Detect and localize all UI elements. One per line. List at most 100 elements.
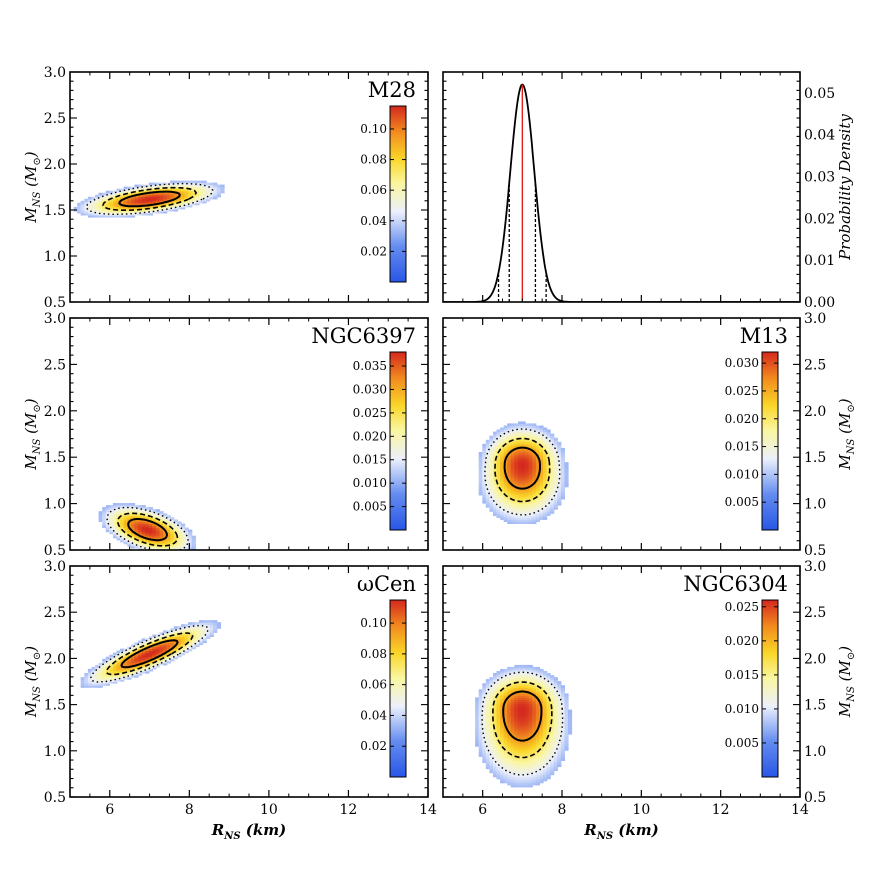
- x-tick-label: 6: [105, 802, 114, 818]
- x-tick-label: 12: [340, 802, 358, 818]
- mass-axis-label: MNS (M⊙): [22, 646, 43, 718]
- colorbar-tick-label: 0.005: [725, 736, 759, 750]
- y-tick-label: 2.5: [44, 605, 66, 621]
- x-tick-label: 10: [260, 802, 278, 818]
- y-tick-label: 1.5: [44, 203, 66, 219]
- y-tick-label: 0.5: [44, 295, 66, 311]
- y-tick-label: 0.04: [804, 128, 835, 144]
- colorbar-tick-label: 0.020: [353, 429, 387, 443]
- y-tick-label: 1.0: [44, 249, 66, 265]
- ticks: [442, 71, 801, 303]
- colorbar-gradient: [389, 599, 407, 778]
- colorbar-tick-label: 0.015: [725, 668, 759, 682]
- contour-1: [503, 446, 541, 490]
- colorbar-tick-label: 0.02: [360, 739, 387, 753]
- y-tick-label: 2.0: [44, 651, 66, 667]
- contour-1: [127, 518, 168, 542]
- mass-axis-label: MNS (M⊙): [836, 398, 857, 470]
- colorbar-tick-label: 0.06: [360, 183, 387, 197]
- panel-title: NGC6304: [683, 572, 788, 596]
- x-axis-label: RNS (km): [211, 821, 287, 842]
- y-tick-label: 2.5: [44, 111, 66, 127]
- colorbar-tick-label: 0.030: [353, 382, 387, 396]
- colorbar: 0.005 0.010 0.015 0.020 0.025 0.030 0.035: [353, 351, 407, 531]
- colorbar-tick-label: 0.010: [725, 467, 759, 481]
- contour-3: [481, 671, 564, 776]
- mass-axis-label: MNS (M⊙): [22, 151, 43, 223]
- ticks: [69, 565, 429, 798]
- colorbar-tick-label: 0.030: [725, 356, 759, 370]
- plot-area: [80, 620, 221, 688]
- x-tick-label: 8: [558, 802, 567, 818]
- mass-axis-label: MNS (M⊙): [836, 646, 857, 718]
- y-tick-label: 2.0: [44, 404, 66, 420]
- contour-1: [120, 639, 179, 669]
- y-tick-label: 1.5: [804, 698, 826, 714]
- colorbar-gradient: [761, 599, 779, 778]
- y-tick-label: 1.0: [44, 744, 66, 760]
- colorbar-tick-label: 0.020: [725, 412, 759, 426]
- x-tick-label: 14: [791, 802, 809, 818]
- y-tick-label: 3.0: [44, 559, 66, 575]
- y-tick-label: 2.5: [804, 605, 826, 621]
- colorbar: 0.005 0.010 0.015 0.020 0.025 0.030: [725, 351, 779, 531]
- density-axis-label: Probability Density: [836, 114, 854, 261]
- y-tick-label: 0.03: [804, 170, 835, 186]
- y-tick-label: 0.02: [804, 211, 835, 227]
- colorbar-tick-label: 0.10: [360, 122, 387, 136]
- plot-area: [443, 83, 800, 302]
- colorbar-tick-label: 0.08: [360, 153, 387, 167]
- x-tick-label: 14: [419, 802, 437, 818]
- panel-omega-Cen: 0.5 1.0 1.5 2.0 2.5 3.0 6 8 10 12 14 MNS (M⊙) RNS (k…: [22, 559, 437, 842]
- plot-area: [478, 421, 569, 524]
- y-tick-label: 2.0: [44, 157, 66, 173]
- x-axis-label: RNS (km): [583, 821, 659, 842]
- density-map: [478, 421, 569, 524]
- ticks: [442, 565, 801, 798]
- ticks: [442, 317, 801, 551]
- panel-title: M28: [368, 78, 416, 102]
- colorbar: 0.02 0.04 0.06 0.08 0.10: [360, 599, 407, 778]
- colorbar-tick-label: 0.035: [353, 359, 387, 373]
- plot-area: [98, 503, 196, 550]
- colorbar-tick-label: 0.005: [725, 495, 759, 509]
- pdf-curve: [443, 83, 800, 302]
- colorbar-tick-label: 0.04: [360, 214, 387, 228]
- colorbar-tick-label: 0.025: [725, 600, 759, 614]
- plot-area: [475, 664, 573, 788]
- y-tick-label: 1.5: [804, 450, 826, 466]
- colorbar-tick-label: 0.010: [725, 702, 759, 716]
- mass-axis-label: MNS (M⊙): [22, 398, 43, 470]
- y-tick-label: 0.5: [804, 543, 826, 559]
- density-map: [98, 503, 196, 550]
- colorbar-gradient: [389, 105, 407, 283]
- colorbar: 0.02 0.04 0.06 0.08 0.10: [360, 105, 407, 283]
- y-tick-label: 1.5: [44, 698, 66, 714]
- colorbar-tick-label: 0.005: [353, 500, 387, 514]
- x-tick-label: 6: [478, 802, 487, 818]
- y-tick-label: 0.01: [804, 253, 835, 269]
- colorbar-gradient: [389, 351, 407, 531]
- y-tick-label: 2.0: [804, 651, 826, 667]
- contour-2: [116, 512, 179, 547]
- contour-2: [494, 437, 551, 503]
- contour-1: [502, 690, 543, 742]
- y-tick-label: 3.0: [804, 559, 826, 575]
- y-tick-label: 0.5: [804, 790, 826, 806]
- panel-NGC6304: 0.5 1.0 1.5 2.0 2.5 3.0 6 8 10 12 14 MNS (M⊙) RNS (k…: [442, 559, 857, 842]
- colorbar-tick-label: 0.02: [360, 244, 387, 258]
- plot-area: [73, 180, 225, 218]
- x-tick-label: 8: [185, 802, 194, 818]
- y-tick-label: 1.0: [804, 497, 826, 513]
- panel-title: ωCen: [357, 572, 416, 596]
- y-tick-label: 3.0: [804, 311, 826, 327]
- panel-title: M13: [740, 324, 788, 348]
- colorbar-tick-label: 0.04: [360, 708, 387, 722]
- colorbar-tick-label: 0.015: [353, 453, 387, 467]
- contour-2: [102, 186, 198, 211]
- x-tick-label: 12: [712, 802, 730, 818]
